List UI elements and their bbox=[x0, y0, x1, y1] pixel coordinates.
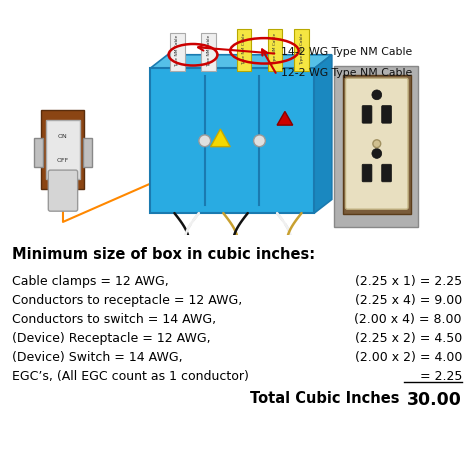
Text: (2.25 x 2) = 4.50: (2.25 x 2) = 4.50 bbox=[355, 332, 462, 345]
Text: Total Cubic Inches: Total Cubic Inches bbox=[250, 391, 400, 406]
Text: ON: ON bbox=[58, 134, 68, 139]
Text: Conductors to switch = 14 AWG,: Conductors to switch = 14 AWG, bbox=[12, 313, 216, 326]
FancyBboxPatch shape bbox=[362, 106, 372, 123]
Text: Type NM Cable: Type NM Cable bbox=[175, 35, 179, 67]
Text: Conductors to receptacle = 12 AWG,: Conductors to receptacle = 12 AWG, bbox=[12, 293, 242, 307]
Text: (2.25 x 1) = 2.25: (2.25 x 1) = 2.25 bbox=[355, 274, 462, 288]
Text: EGC’s, (All EGC count as 1 conductor): EGC’s, (All EGC count as 1 conductor) bbox=[12, 370, 249, 383]
Text: Type NM Cable: Type NM Cable bbox=[242, 33, 246, 65]
Text: (2.00 x 2) = 4.00: (2.00 x 2) = 4.00 bbox=[355, 351, 462, 364]
FancyBboxPatch shape bbox=[382, 106, 392, 123]
Circle shape bbox=[372, 149, 382, 158]
Text: 12-2 WG Type NM Cable: 12-2 WG Type NM Cable bbox=[281, 68, 412, 78]
FancyBboxPatch shape bbox=[346, 78, 408, 209]
FancyBboxPatch shape bbox=[46, 120, 80, 179]
FancyBboxPatch shape bbox=[42, 110, 84, 189]
Text: (Device) Switch = 14 AWG,: (Device) Switch = 14 AWG, bbox=[12, 351, 182, 364]
FancyBboxPatch shape bbox=[268, 29, 283, 71]
Circle shape bbox=[373, 140, 381, 147]
Circle shape bbox=[372, 90, 382, 100]
FancyBboxPatch shape bbox=[382, 164, 392, 182]
Circle shape bbox=[199, 135, 210, 146]
Polygon shape bbox=[150, 55, 332, 68]
Polygon shape bbox=[277, 111, 293, 125]
FancyBboxPatch shape bbox=[334, 66, 418, 227]
Text: Minimum size of box in cubic inches:: Minimum size of box in cubic inches: bbox=[12, 246, 315, 262]
FancyBboxPatch shape bbox=[48, 170, 78, 211]
Text: = 2.25: = 2.25 bbox=[419, 370, 462, 383]
FancyBboxPatch shape bbox=[34, 138, 44, 167]
Text: 14-2 WG Type NM Cable: 14-2 WG Type NM Cable bbox=[281, 47, 412, 57]
Text: Type NM Cable: Type NM Cable bbox=[207, 35, 210, 67]
Text: (2.25 x 4) = 9.00: (2.25 x 4) = 9.00 bbox=[355, 293, 462, 307]
FancyBboxPatch shape bbox=[237, 29, 251, 71]
FancyBboxPatch shape bbox=[201, 33, 216, 71]
FancyBboxPatch shape bbox=[343, 75, 411, 214]
Text: 30.00: 30.00 bbox=[407, 391, 462, 409]
Text: Type NM Cable: Type NM Cable bbox=[300, 33, 303, 65]
FancyBboxPatch shape bbox=[82, 138, 92, 167]
FancyBboxPatch shape bbox=[170, 33, 185, 71]
FancyBboxPatch shape bbox=[362, 164, 372, 182]
FancyBboxPatch shape bbox=[150, 68, 314, 213]
Polygon shape bbox=[210, 129, 230, 146]
Text: OFF: OFF bbox=[57, 158, 69, 163]
Text: (Device) Receptacle = 12 AWG,: (Device) Receptacle = 12 AWG, bbox=[12, 332, 210, 345]
Circle shape bbox=[254, 135, 265, 146]
Text: (2.00 x 4) = 8.00: (2.00 x 4) = 8.00 bbox=[355, 313, 462, 326]
Text: Type NM Cable: Type NM Cable bbox=[273, 33, 277, 65]
Polygon shape bbox=[314, 55, 332, 213]
FancyBboxPatch shape bbox=[294, 29, 309, 71]
Text: Cable clamps = 12 AWG,: Cable clamps = 12 AWG, bbox=[12, 274, 169, 288]
